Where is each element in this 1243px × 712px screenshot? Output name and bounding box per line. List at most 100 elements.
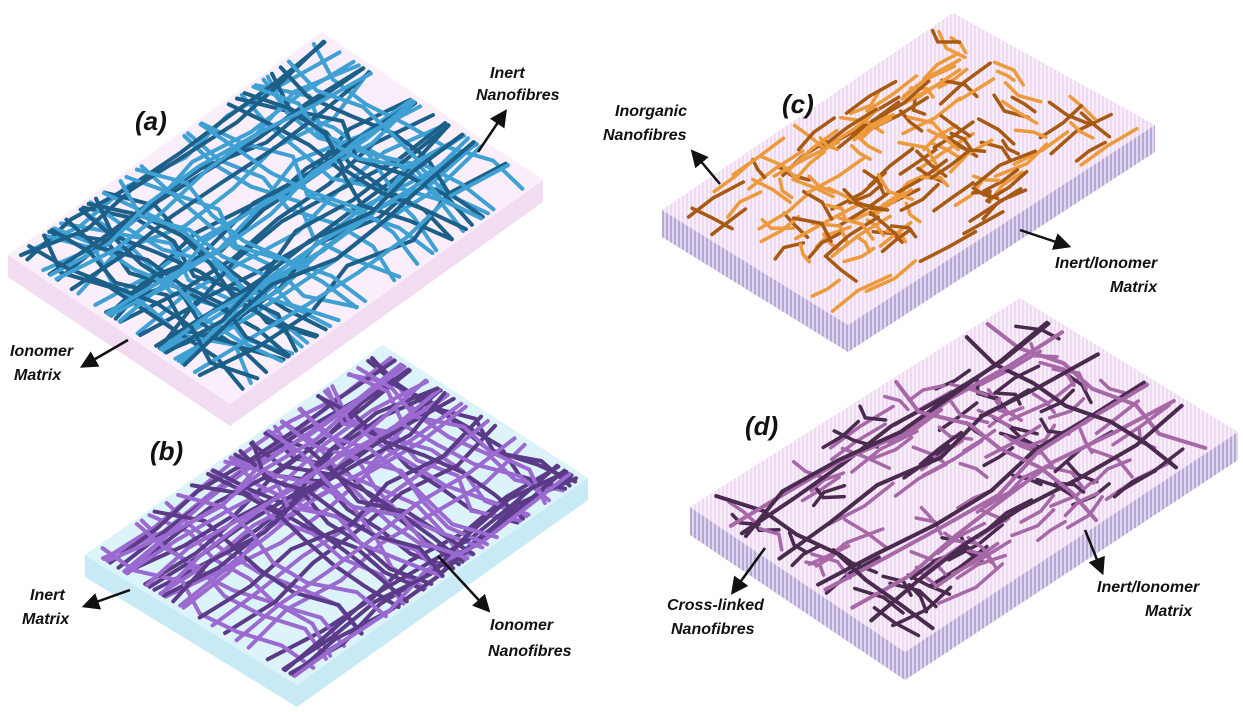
callout-ionomer-matrix-line1: Ionomer xyxy=(10,343,74,360)
fibre xyxy=(226,102,454,242)
fibre xyxy=(901,96,962,136)
fibre xyxy=(356,366,547,506)
fibre xyxy=(1068,94,1097,121)
fibre xyxy=(826,481,895,527)
fibre xyxy=(1047,100,1092,127)
fibre xyxy=(171,391,447,604)
callout-ionomer-nanofibres-line1: Ionomer xyxy=(490,617,554,634)
fibre xyxy=(1047,397,1086,420)
fibre xyxy=(842,187,886,212)
fibre xyxy=(889,224,918,239)
fibre xyxy=(54,71,373,281)
fibre xyxy=(852,586,905,615)
fibre xyxy=(936,562,1005,606)
fibre xyxy=(291,468,567,678)
fibre xyxy=(995,391,1022,406)
fibre xyxy=(712,158,755,194)
fibre xyxy=(279,419,485,550)
fibre xyxy=(953,142,987,154)
fibre xyxy=(1094,399,1140,436)
fibre xyxy=(849,144,873,161)
fibre xyxy=(801,189,834,221)
fibre xyxy=(796,116,836,152)
matrix-stripes-d xyxy=(690,298,1238,652)
fibre xyxy=(64,217,290,359)
fibre xyxy=(1049,112,1113,156)
fibre xyxy=(1065,460,1099,484)
fibre xyxy=(181,401,464,610)
fibre xyxy=(1079,126,1139,167)
callout-inorganic-nanofibres-line2: Nanofibres xyxy=(603,127,687,144)
fibre xyxy=(176,492,388,619)
fibre xyxy=(751,157,767,180)
panel-label-a: (a) xyxy=(135,106,167,136)
fibre xyxy=(876,172,914,202)
fibre xyxy=(823,215,880,258)
callout-ionomer-nanofibres-line2: Nanofibres xyxy=(488,643,572,660)
fibre xyxy=(824,203,848,223)
fibre xyxy=(1000,99,1039,125)
fibre xyxy=(1038,104,1083,140)
fibre xyxy=(850,429,919,474)
fibre xyxy=(1003,81,1043,104)
callout-matrix-d-line1: Inert/Ionomer xyxy=(1097,579,1200,596)
fibre xyxy=(962,210,1005,236)
fibre xyxy=(844,79,898,115)
fibre xyxy=(906,573,952,596)
fibre xyxy=(710,207,748,237)
fibre xyxy=(249,441,465,564)
fibre xyxy=(901,58,962,98)
fibre xyxy=(1035,477,1075,498)
panel-c: (c) Inorganic Nanofibres Inert/Ionomer M… xyxy=(603,13,1158,352)
fibre xyxy=(791,216,833,243)
fibre xyxy=(848,88,882,116)
fibre xyxy=(760,218,796,231)
fibre xyxy=(124,379,429,575)
fibre xyxy=(726,190,763,219)
fibre xyxy=(211,468,409,604)
fibre xyxy=(872,435,914,460)
fibre xyxy=(297,407,489,547)
fibre xyxy=(953,180,984,208)
fibre xyxy=(281,470,569,672)
fibre xyxy=(899,109,924,133)
fibre xyxy=(992,60,1026,87)
fibre xyxy=(759,154,800,182)
fibre xyxy=(1074,140,1107,163)
fibre xyxy=(1043,464,1085,490)
fibre xyxy=(809,471,846,493)
fibre xyxy=(325,387,523,523)
fibre xyxy=(223,423,498,636)
fibre xyxy=(27,244,260,381)
fibre xyxy=(937,67,969,90)
fibre xyxy=(105,104,423,315)
fibre xyxy=(937,401,979,432)
fibre xyxy=(883,394,910,412)
fibre xyxy=(859,116,893,141)
fibre xyxy=(370,356,572,488)
fibre xyxy=(728,330,1065,528)
fibre xyxy=(778,177,794,200)
fibre xyxy=(982,168,1020,193)
fibre xyxy=(850,399,1176,610)
fibre xyxy=(1012,130,1070,166)
fibre xyxy=(826,107,880,148)
fibre xyxy=(867,146,915,188)
fibre xyxy=(828,404,895,450)
matrix-stripes-d xyxy=(905,432,1238,680)
fibre xyxy=(976,117,1016,146)
fibre xyxy=(311,41,525,191)
fibre xyxy=(1068,120,1095,140)
fibre xyxy=(949,131,973,151)
fibre xyxy=(316,394,526,521)
fibre xyxy=(134,167,368,304)
matrix-slab-front-a xyxy=(230,180,543,426)
fibre xyxy=(930,28,962,44)
arrow-ionomer-nanofibres xyxy=(437,555,491,613)
fibre xyxy=(897,140,938,167)
fibre xyxy=(857,136,882,154)
panel-a: (a) Inert Nanofibres Ionomer Matrix xyxy=(8,32,560,426)
fibre xyxy=(1111,403,1171,447)
callout-inert-nanofibres-line1: Inert xyxy=(490,65,525,82)
